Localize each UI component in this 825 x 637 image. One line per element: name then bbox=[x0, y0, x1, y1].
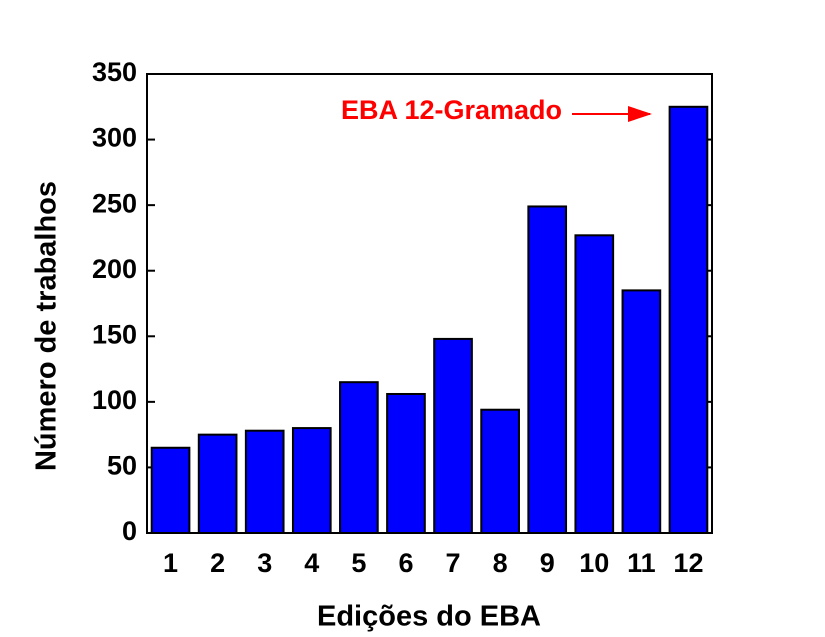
y-tick-label: 350 bbox=[92, 57, 137, 87]
x-axis-label: Edições do EBA bbox=[317, 601, 541, 633]
x-tick-label: 5 bbox=[351, 548, 366, 578]
bar bbox=[480, 408, 520, 534]
bar bbox=[244, 429, 285, 534]
y-axis-label: Número de trabalhos bbox=[31, 181, 63, 471]
x-tick-label: 9 bbox=[540, 548, 555, 578]
x-tick-label: 7 bbox=[446, 548, 461, 578]
bar bbox=[668, 105, 709, 535]
x-tick-label: 3 bbox=[257, 548, 272, 578]
bar bbox=[527, 205, 568, 534]
x-tick-label: 8 bbox=[493, 548, 508, 578]
x-tick-label: 12 bbox=[673, 548, 703, 578]
y-tick-label: 150 bbox=[92, 319, 137, 349]
bar bbox=[386, 392, 426, 535]
bar bbox=[150, 446, 191, 534]
x-tick-label: 10 bbox=[579, 548, 609, 578]
y-tick-label: 100 bbox=[92, 385, 137, 415]
y-tick-label: 0 bbox=[122, 516, 137, 546]
bar bbox=[339, 381, 379, 534]
y-tick-label: 300 bbox=[92, 123, 137, 153]
x-tick-label: 6 bbox=[398, 548, 413, 578]
y-tick-label: 200 bbox=[92, 254, 137, 284]
bar bbox=[621, 289, 662, 534]
x-tick-label: 2 bbox=[210, 548, 225, 578]
bar bbox=[197, 433, 238, 534]
plot-frame bbox=[146, 73, 713, 534]
y-tick-label: 50 bbox=[107, 451, 137, 481]
y-tick-label: 250 bbox=[92, 188, 137, 218]
x-tick-label: 4 bbox=[304, 548, 319, 578]
annotation: EBA 12-Gramado bbox=[341, 95, 562, 125]
bar bbox=[574, 234, 615, 534]
bar bbox=[433, 337, 473, 534]
x-tick-label: 1 bbox=[163, 548, 178, 578]
bar bbox=[291, 427, 332, 535]
x-tick-label: 11 bbox=[627, 548, 656, 578]
